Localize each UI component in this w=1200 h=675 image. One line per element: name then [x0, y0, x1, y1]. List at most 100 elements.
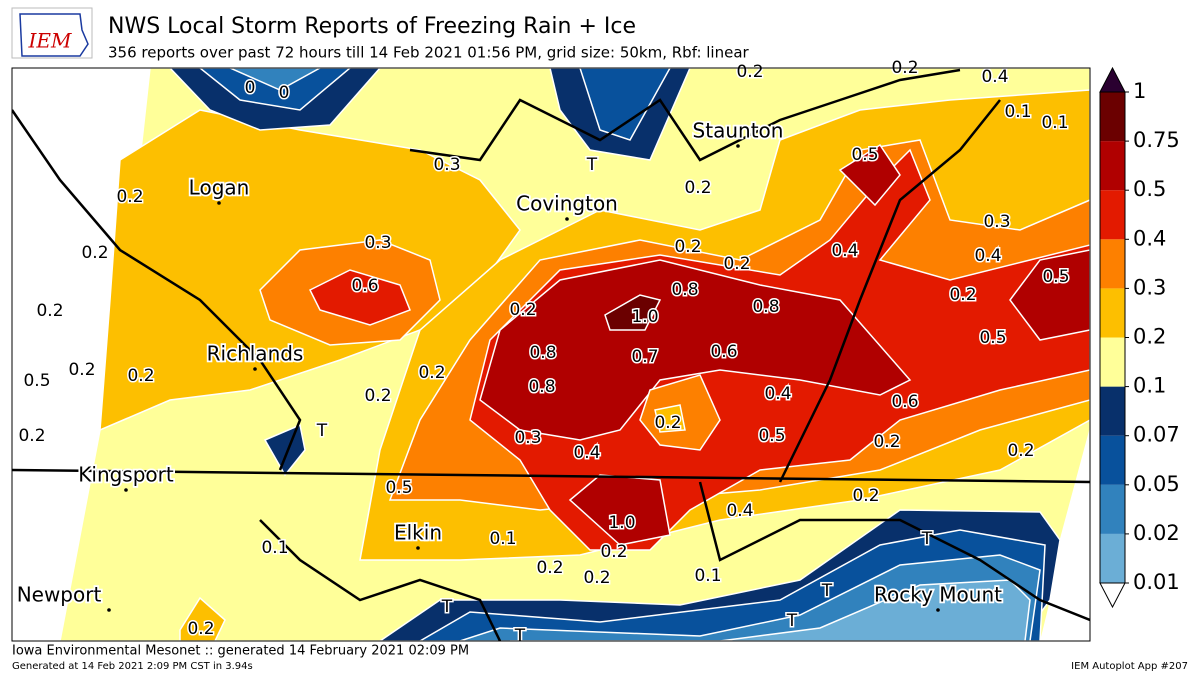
colorbar-band — [1100, 386, 1125, 436]
city-dot — [107, 608, 111, 612]
contour-label: 0.4 — [726, 501, 753, 521]
contour-label: 1.0 — [608, 513, 635, 533]
colorbar-band — [1100, 533, 1125, 583]
colorbar-tick-label: 0.3 — [1133, 275, 1166, 299]
colorbar-band — [1100, 239, 1125, 289]
colorbar-band — [1100, 141, 1125, 191]
contour-region — [579, 68, 671, 141]
contour-label: 0.2 — [723, 254, 750, 274]
contour-region — [229, 68, 321, 91]
contour-label: 0.5 — [758, 426, 785, 446]
contour-label: 0.1 — [261, 538, 288, 558]
contour-label: 0.1 — [1041, 113, 1068, 133]
contour-label: 0.2 — [18, 426, 45, 446]
colorbar-band — [1100, 190, 1125, 240]
contour-label: 0.2 — [873, 432, 900, 452]
contour-label: T — [514, 626, 526, 646]
city-dot — [416, 546, 420, 550]
contour-label: 0.2 — [187, 619, 214, 639]
contour-label: 0.8 — [529, 343, 556, 363]
contour-label: 0.8 — [752, 297, 779, 317]
city-label: Newport — [17, 583, 102, 607]
contour-label: 0.3 — [983, 212, 1010, 232]
contour-label: 0.7 — [631, 347, 658, 367]
contour-label: 1.0 — [631, 307, 658, 327]
colorbar-tick-label: 0.07 — [1133, 423, 1180, 447]
contour-label: 0.8 — [528, 377, 555, 397]
contour-label: 0.2 — [852, 486, 879, 506]
contour-label: 0.2 — [583, 568, 610, 588]
contour-label: 0.2 — [674, 237, 701, 257]
contour-label: 0.5 — [851, 145, 878, 165]
contour-label: 0.6 — [710, 342, 737, 362]
colorbar-band — [1100, 484, 1125, 534]
colorbar-band — [1100, 435, 1125, 485]
contour-label: 0.2 — [127, 366, 154, 386]
contour-label: 0 — [245, 78, 256, 98]
contour-label: 0.6 — [351, 276, 378, 296]
contour-label: 0.2 — [36, 301, 63, 321]
city-dot — [124, 488, 128, 492]
contour-label: 0.3 — [514, 428, 541, 448]
contour-label: 0.8 — [671, 280, 698, 300]
logo-outline — [19, 13, 89, 57]
contour-label: 0.1 — [694, 566, 721, 586]
colorbar: 0.01 0.02 0.05 0.07 0.1 0.2 0.3 0.4 0.5 0.75 1 — [1099, 66, 1180, 609]
footer-app: IEM Autoplot App #207 — [1071, 661, 1188, 672]
logo-text: IEM — [28, 29, 73, 53]
contour-label: T — [316, 421, 328, 441]
colorbar-tick-label: 0.4 — [1133, 226, 1166, 250]
state-border — [259, 519, 502, 641]
logo-frame — [11, 7, 93, 59]
colorbar-band — [1100, 92, 1125, 142]
contour-label: 0.5 — [979, 328, 1006, 348]
contour-region — [179, 596, 226, 641]
contour-region — [838, 143, 901, 207]
city-dot — [936, 608, 940, 612]
contour-label: 0.3 — [433, 155, 460, 175]
state-border — [409, 68, 961, 162]
contour-region — [654, 404, 686, 433]
contour-label: 0.2 — [536, 558, 563, 578]
colorbar-tick-label: 0.05 — [1133, 472, 1180, 496]
contour-label: 0.2 — [364, 386, 391, 406]
logo: IEM — [11, 7, 93, 59]
colorbar-band — [1100, 337, 1125, 387]
contour-region — [604, 294, 662, 331]
state-border — [12, 109, 302, 471]
contour-label: 0.2 — [600, 542, 627, 562]
contour-label: 0.6 — [891, 392, 918, 412]
contour-label: 0.4 — [573, 443, 600, 463]
subtitle: 356 reports over past 72 hours till 14 F… — [108, 44, 750, 62]
state-border — [12, 468, 1090, 484]
contour-label: 0.5 — [385, 478, 412, 498]
contour-region — [568, 474, 671, 546]
contour-label: 0.2 — [736, 62, 763, 82]
city-label: Elkin — [394, 521, 442, 545]
contour-label: 0.1 — [489, 529, 516, 549]
contour-label: T — [921, 529, 933, 549]
colorbar-extend-under — [1099, 582, 1126, 609]
contour-label: T — [786, 611, 798, 631]
contour-label: 0.1 — [1004, 102, 1031, 122]
contour-region — [263, 423, 306, 477]
city-label: Logan — [189, 176, 250, 200]
no-data-region — [1040, 560, 1090, 641]
contour-label: 0.2 — [418, 363, 445, 383]
colorbar-tick-label: 1 — [1133, 79, 1146, 103]
contour-label: 0.2 — [1007, 441, 1034, 461]
colorbar-tick-label: 0.1 — [1133, 374, 1166, 398]
contour-region — [479, 259, 912, 441]
contour-label: 0.2 — [509, 300, 536, 320]
contour-label: 0.4 — [981, 67, 1008, 87]
contour-label: 0.2 — [116, 187, 143, 207]
contour-region — [308, 269, 411, 326]
contour-label: 0.4 — [764, 384, 791, 404]
contour-region — [1009, 249, 1090, 341]
colorbar-extend-over — [1099, 66, 1126, 93]
footer-credit: Iowa Environmental Mesonet :: generated … — [12, 644, 469, 659]
city-label: Richlands — [207, 342, 304, 366]
contour-label: 0.2 — [81, 243, 108, 263]
title: NWS Local Storm Reports of Freezing Rain… — [108, 14, 636, 39]
